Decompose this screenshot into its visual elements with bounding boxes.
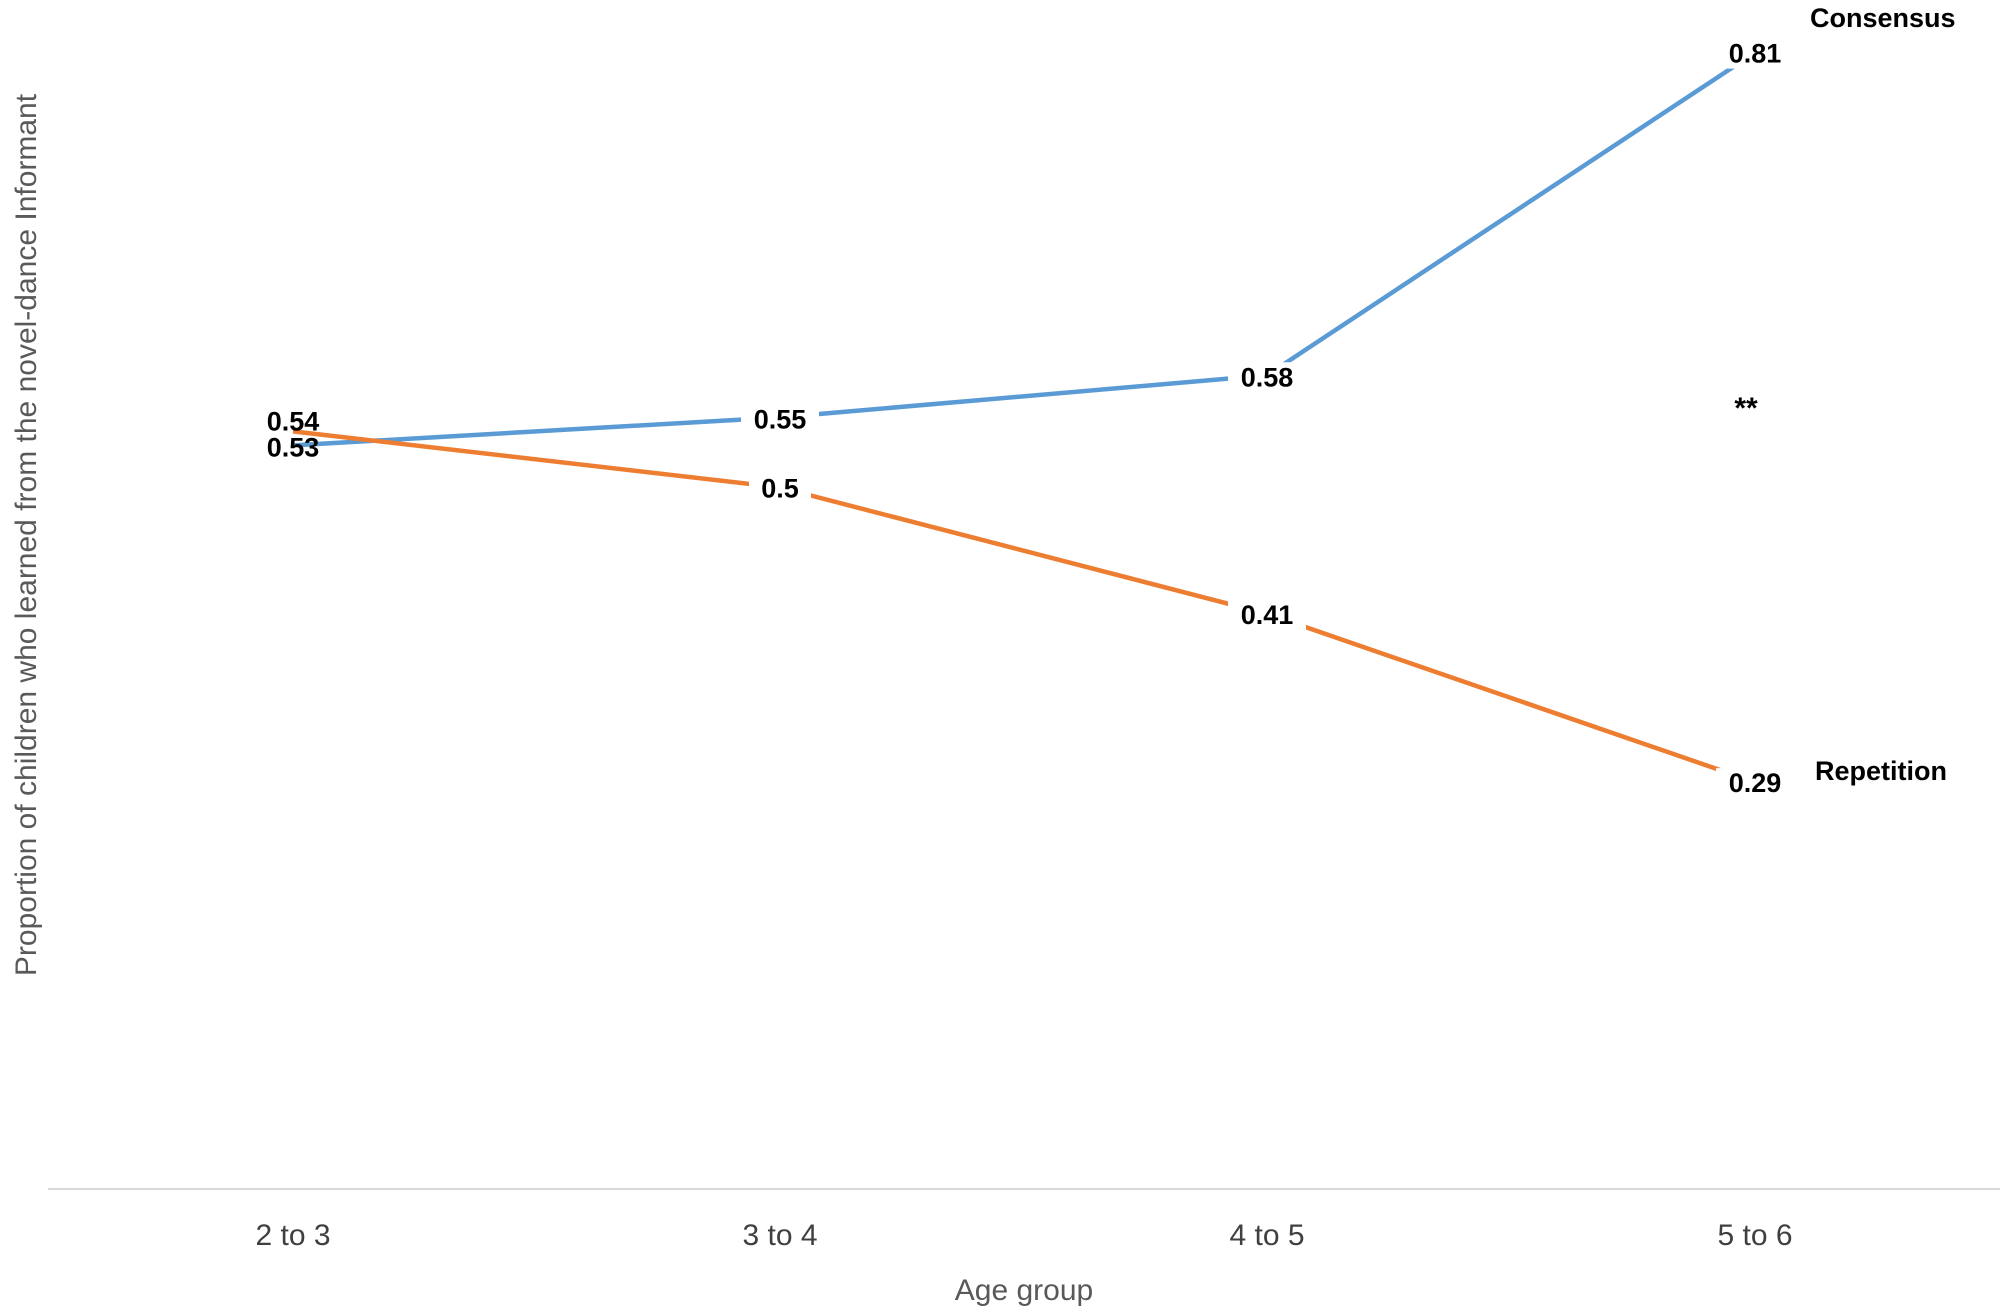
- data-label-text: 0.29: [1729, 768, 1782, 798]
- data-label-text: 0.81: [1729, 39, 1782, 69]
- data-label-repetition-1: 0.5: [749, 473, 811, 504]
- data-label-text: 0.55: [754, 404, 807, 434]
- x-tick-label: 5 to 6: [1717, 1219, 1792, 1252]
- significance-annotation: **: [1734, 392, 1758, 425]
- data-label-repetition-3: 0.29: [1716, 768, 1794, 799]
- data-label-background: [1228, 599, 1306, 630]
- x-axis-title: Age group: [955, 1274, 1093, 1307]
- data-label-consensus-0: 0.53: [267, 432, 320, 462]
- data-label-text: 0.54: [267, 406, 320, 436]
- data-label-background: [741, 404, 819, 435]
- series-label-repetition: Repetition: [1815, 756, 1947, 786]
- data-label-background: [749, 473, 811, 504]
- x-tick-label: 3 to 4: [742, 1219, 817, 1252]
- data-label-text: 0.58: [1241, 362, 1294, 392]
- data-label-consensus-3: 0.81: [1716, 38, 1794, 69]
- data-label-background: [1228, 362, 1306, 393]
- data-label-repetition-0: 0.54: [267, 406, 320, 436]
- data-label-text: 0.53: [267, 432, 320, 462]
- series-line-consensus: [292, 50, 1757, 448]
- data-label-repetition-2: 0.41: [1228, 599, 1306, 630]
- series-line-repetition: [292, 429, 1756, 785]
- y-axis-title: Proportion of children who learned from …: [10, 93, 43, 976]
- data-label-text: 0.5: [761, 474, 799, 504]
- data-labels-layer: 0.53 0.55 0.58 0.81 0.54 0.5 0.41 0.29: [267, 38, 1794, 799]
- series-layer: [292, 50, 1757, 785]
- data-label-background: [1716, 38, 1794, 69]
- data-label-consensus-1: 0.55: [741, 404, 819, 435]
- x-tick-label: 4 to 5: [1229, 1219, 1304, 1252]
- data-label-background: [1716, 768, 1794, 799]
- data-label-text: 0.41: [1241, 600, 1294, 630]
- data-label-consensus-2: 0.58: [1228, 362, 1306, 393]
- series-label-consensus: Consensus: [1810, 3, 1956, 33]
- x-tick-labels: 2 to 3 3 to 4 4 to 5 5 to 6: [255, 1219, 1792, 1252]
- x-tick-label: 2 to 3: [255, 1219, 330, 1252]
